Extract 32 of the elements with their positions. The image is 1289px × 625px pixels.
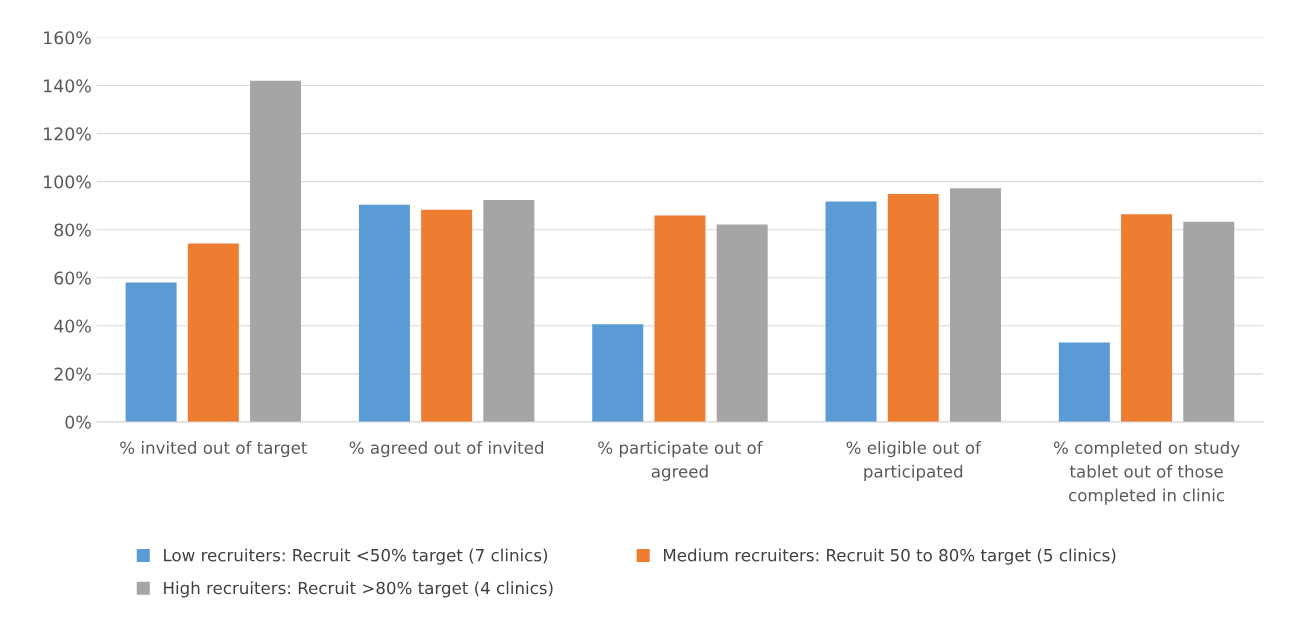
- x-tick-label: % agreed out of invited: [349, 441, 544, 458]
- y-tick-label: 60%: [54, 271, 91, 285]
- y-tick-label: 0%: [65, 415, 91, 429]
- legend-label: Low recruiters: Recruit <50% target (7 clinics): [164, 548, 548, 565]
- bar: [825, 201, 877, 422]
- x-tick-label: % eligible out of participated: [846, 441, 982, 481]
- bar: [592, 324, 644, 422]
- bar: [654, 215, 706, 422]
- y-tick-label: 40%: [54, 319, 91, 333]
- y-tick-label: 80%: [54, 223, 91, 237]
- bar: [358, 204, 410, 422]
- y-tick-label: 100%: [44, 175, 91, 189]
- bar: [125, 282, 177, 422]
- y-tick-label: 20%: [54, 367, 91, 381]
- bar: [187, 243, 239, 422]
- bar: [716, 224, 768, 422]
- y-tick-label: 140%: [44, 79, 91, 93]
- bar: [1183, 221, 1235, 422]
- bar: [949, 188, 1001, 422]
- y-tick-label: 160%: [44, 31, 91, 45]
- bar: [887, 193, 939, 422]
- legend-label: Medium recruiters: Recruit 50 to 80% target (5 clinics): [663, 548, 1116, 565]
- x-tick-label: % completed on study tablet out of those completed in clinic: [1053, 441, 1240, 505]
- bar: [1058, 342, 1110, 422]
- y-tick-label: 120%: [44, 127, 91, 141]
- x-tick-label: % participate out of agreed: [598, 441, 763, 481]
- bar: [421, 209, 473, 422]
- x-tick-label: % invited out of target: [120, 441, 307, 458]
- bar: [1121, 214, 1173, 422]
- legend-label: High recruiters: Recruit >80% target (4 clinics): [164, 581, 553, 598]
- bar: [483, 199, 535, 422]
- bar: [250, 80, 302, 422]
